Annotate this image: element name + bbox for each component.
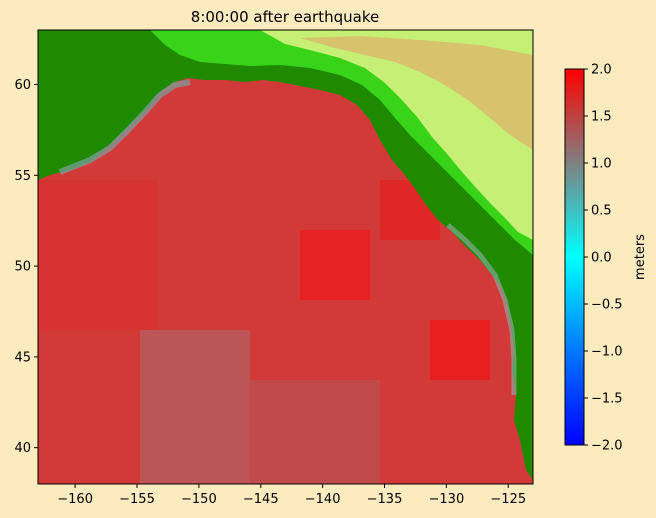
colorbar-tick-label: −1.5	[591, 392, 623, 407]
y-tick-label: 40	[14, 441, 31, 456]
colorbar-tick-label: 1.5	[591, 110, 612, 125]
colorbar-ticks: −2.0 −1.5 −1.0 −0.5 0.0 0.5 1.0 1.5 2.0	[584, 63, 623, 454]
ocean-patches	[38, 180, 490, 484]
x-axis-ticks: −160 −155 −150 −145 −140 −135 −130 −125	[57, 484, 526, 507]
ocean-patch	[430, 320, 490, 380]
ocean-patch	[300, 230, 370, 300]
colorbar-tick-label: −1.0	[591, 345, 623, 360]
ocean-patch	[140, 330, 250, 484]
y-tick-label: 50	[14, 260, 31, 275]
x-tick-label: −135	[367, 492, 403, 507]
colorbar-tick-label: 0.5	[591, 204, 612, 219]
colorbar-tick-label: 0.0	[591, 251, 612, 266]
y-tick-label: 60	[14, 78, 31, 93]
colorbar-tick-label: −2.0	[591, 439, 623, 454]
colorbar	[564, 68, 585, 446]
y-tick-label: 45	[14, 350, 31, 365]
land-mass	[38, 30, 533, 480]
colorbar-tick-label: −0.5	[591, 298, 623, 313]
x-tick-label: −130	[429, 492, 465, 507]
coastal-band	[58, 79, 191, 175]
x-tick-label: −155	[119, 492, 155, 507]
x-tick-label: −140	[305, 492, 341, 507]
chart-title: 8:00:00 after earthquake	[191, 8, 379, 26]
y-tick-label: 55	[14, 169, 31, 184]
y-axis-ticks: 40 45 50 55 60	[14, 78, 38, 456]
land-highland	[300, 36, 533, 150]
ocean-patch	[38, 180, 158, 330]
ocean-patch	[250, 380, 380, 484]
colorbar-label: meters	[633, 234, 648, 280]
x-tick-label: −145	[243, 492, 279, 507]
x-tick-label: −125	[490, 492, 526, 507]
coastal-band	[446, 223, 517, 395]
x-tick-label: −160	[57, 492, 93, 507]
colorbar-tick-label: 2.0	[591, 63, 612, 78]
plot-area	[38, 30, 533, 484]
x-tick-label: −150	[181, 492, 217, 507]
colorbar-tick-label: 1.0	[591, 157, 612, 172]
plot-frame	[37, 29, 534, 485]
